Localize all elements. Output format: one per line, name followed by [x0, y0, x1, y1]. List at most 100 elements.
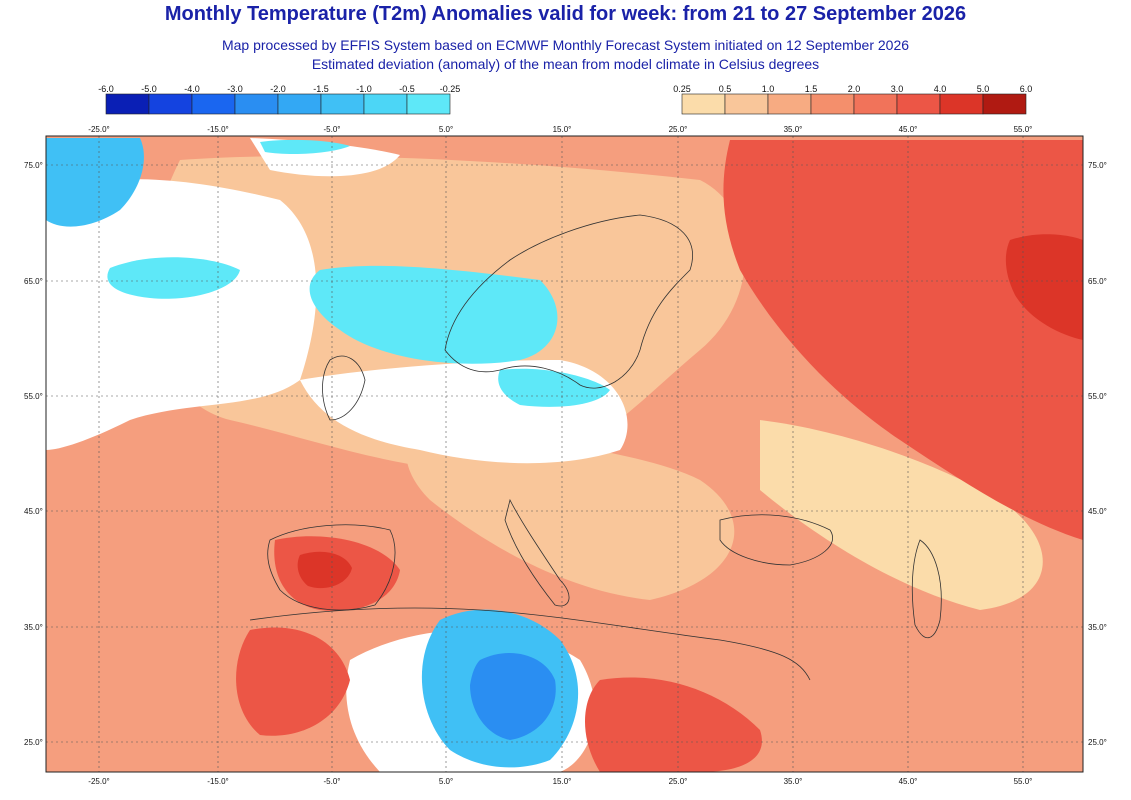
- legend-warm-swatch-4: [853, 93, 898, 115]
- lon-label-bottom-4: 15.0°: [553, 777, 572, 786]
- legend-cold-tick-label-5: -1.5: [313, 84, 329, 94]
- legend-warm-swatch-1: [724, 93, 769, 115]
- coast-scandinavia: [444, 214, 693, 389]
- cold-region-scandinavia: [309, 265, 558, 364]
- lat-label-left-5: 25.0°: [24, 738, 43, 747]
- legend-warm-tick-label-3: 1.5: [805, 84, 818, 94]
- legend-cold-tick-label-2: -4.0: [184, 84, 200, 94]
- lon-label-top-4: 15.0°: [553, 125, 572, 134]
- legend-cold-swatch-6: [363, 93, 408, 115]
- lon-label-bottom-8: 55.0°: [1014, 777, 1033, 786]
- legend-cold-tick-label-7: -0.5: [399, 84, 415, 94]
- legend-warm-swatch-2: [767, 93, 812, 115]
- lat-label-right-0: 75.0°: [1088, 161, 1107, 170]
- coast-iberia: [267, 524, 396, 611]
- legend-warm-tick-label-6: 4.0: [934, 84, 947, 94]
- lon-label-bottom-5: 25.0°: [669, 777, 688, 786]
- legend-warm-tick-label-2: 1.0: [762, 84, 775, 94]
- legend-warm-tick-label-7: 5.0: [977, 84, 990, 94]
- legend-warm: 0.25 0.5 1.0 1.5 2.0 3.0 4.0 5.0 6.0: [668, 84, 1040, 116]
- legend-cold-swatch-7: [406, 93, 451, 115]
- legend-warm-swatch-7: [982, 93, 1027, 115]
- map-title: Monthly Temperature (T2m) Anomalies vali…: [164, 3, 967, 25]
- lon-label-bottom-7: 45.0°: [899, 777, 918, 786]
- coastlines: [249, 214, 942, 681]
- legend-cold-tick-label-0: -6.0: [98, 84, 114, 94]
- lon-label-top-3: 5.0°: [439, 125, 453, 134]
- lon-label-bottom-6: 35.0°: [784, 777, 803, 786]
- legend-warm-swatch-0: [681, 93, 726, 115]
- lon-label-top-2: -5.0°: [324, 125, 341, 134]
- lat-label-right-4: 35.0°: [1088, 623, 1107, 632]
- lat-label-right-1: 65.0°: [1088, 277, 1107, 286]
- lat-label-left-4: 35.0°: [24, 623, 43, 632]
- strong-warm-region-russia: [723, 140, 1083, 540]
- legend-warm-tick-label-4: 2.0: [848, 84, 861, 94]
- neutral-region-atlantic: [46, 179, 317, 450]
- legend-cold-colorbar: -6.0 -5.0 -4.0 -3.0 -2.0 -1.5 -1.0 -0.5 -0.25: [98, 84, 461, 115]
- legend-warm-tick-label-5: 3.0: [891, 84, 904, 94]
- legend-cold-swatch-5: [320, 93, 365, 115]
- cold-region-arctic-strip: [260, 139, 350, 154]
- lat-label-left-3: 45.0°: [24, 507, 43, 516]
- light-warm-region-east: [760, 420, 1043, 610]
- legend-cold-swatch-4: [277, 93, 322, 115]
- strong-warm-region-north-africa-west: [236, 627, 350, 736]
- legend-cold-swatch-2: [191, 93, 236, 115]
- lat-label-left-2: 55.0°: [24, 392, 43, 401]
- map-subtitle-processing: Map processed by EFFIS System based on E…: [221, 37, 910, 53]
- lat-label-left-0: 75.0°: [24, 161, 43, 170]
- legend-warm-colorbar: 0.25 0.5 1.0 1.5 2.0 3.0 4.0 5.0 6.0: [673, 84, 1033, 115]
- legend-cold-swatch-1: [148, 93, 193, 115]
- lon-label-bottom-1: -15.0°: [207, 777, 228, 786]
- longitude-labels-top: -25.0° -15.0° -5.0° 5.0° 15.0° 25.0° 35.0° 45.0…: [88, 125, 1032, 134]
- legend-cold-tick-label-3: -3.0: [227, 84, 243, 94]
- lon-label-top-1: -15.0°: [207, 125, 228, 134]
- legend-warm-swatch-5: [896, 93, 941, 115]
- coast-north-africa: [249, 607, 811, 681]
- legend-warm-tick-label-8: 6.0: [1020, 84, 1033, 94]
- coast-britain: [322, 355, 366, 421]
- lon-label-top-7: 45.0°: [899, 125, 918, 134]
- legend-warm-tick-label-1: 0.5: [719, 84, 732, 94]
- lon-label-top-0: -25.0°: [88, 125, 109, 134]
- lon-label-bottom-2: -5.0°: [324, 777, 341, 786]
- coast-black-sea: [719, 514, 833, 566]
- graticule: [46, 136, 1083, 772]
- lon-label-bottom-0: -25.0°: [88, 777, 109, 786]
- cold-region-north-africa-core: [470, 652, 556, 740]
- strong-warm-region-sahara-east: [585, 677, 762, 772]
- legend-warm-swatch-3: [810, 93, 855, 115]
- lon-label-top-6: 35.0°: [784, 125, 803, 134]
- map-frame: [45, 135, 1084, 773]
- legend-cold-tick-label-1: -5.0: [141, 84, 157, 94]
- light-warm-region-central: [406, 420, 735, 600]
- lon-label-top-5: 25.0°: [669, 125, 688, 134]
- legend-cold-tick-label-4: -2.0: [270, 84, 286, 94]
- map-subtitle-description: Estimated deviation (anomaly) of the mea…: [311, 56, 820, 72]
- cold-region-iceland: [107, 257, 240, 299]
- coast-italy: [504, 498, 570, 607]
- lon-label-bottom-3: 5.0°: [439, 777, 453, 786]
- legend-cold: -6.0 -5.0 -4.0 -3.0 -2.0 -1.5 -1.0 -0.5 -0.25: [92, 84, 464, 116]
- legend-cold-swatch-3: [234, 93, 279, 115]
- legend-cold-swatch-0: [105, 93, 150, 115]
- lat-label-right-3: 45.0°: [1088, 507, 1107, 516]
- legend-warm-swatch-6: [939, 93, 984, 115]
- legend-cold-tick-label-6: -1.0: [356, 84, 372, 94]
- very-strong-warm-region-urals: [1005, 234, 1083, 340]
- lon-label-top-8: 55.0°: [1014, 125, 1033, 134]
- legend-warm-tick-label-0: 0.25: [673, 84, 691, 94]
- anomaly-map: -25.0° -15.0° -5.0° 5.0° 15.0° 25.0° 35.0° 45.0…: [24, 125, 1107, 786]
- longitude-labels-bottom: -25.0° -15.0° -5.0° 5.0° 15.0° 25.0° 35.0° 45.0…: [88, 777, 1032, 786]
- coast-caspian: [911, 539, 942, 638]
- latitude-labels-right: 75.0° 65.0° 55.0° 45.0° 35.0° 25.0°: [1088, 161, 1107, 747]
- lat-label-right-5: 25.0°: [1088, 738, 1107, 747]
- latitude-labels-left: 75.0° 65.0° 55.0° 45.0° 35.0° 25.0°: [24, 161, 43, 747]
- very-strong-warm-region-spain-core: [297, 551, 352, 589]
- anomaly-field: [46, 136, 1083, 772]
- lat-label-right-2: 55.0°: [1088, 392, 1107, 401]
- cold-region-greenland: [46, 138, 144, 227]
- lat-label-left-1: 65.0°: [24, 277, 43, 286]
- legend-cold-tick-label-8: -0.25: [440, 84, 461, 94]
